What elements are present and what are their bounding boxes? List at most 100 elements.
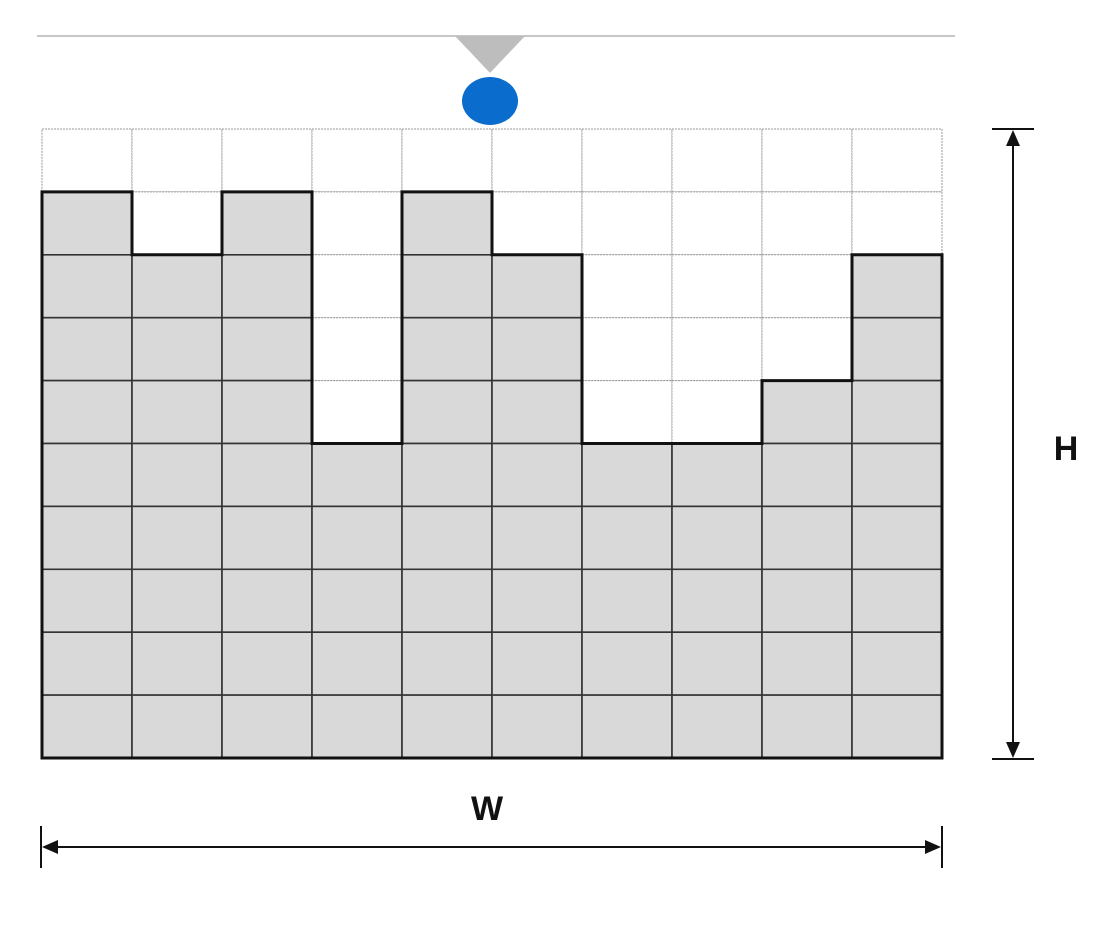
filled-cell	[311, 505, 403, 571]
filled-cell	[491, 631, 583, 696]
empty-cell	[131, 191, 223, 256]
height-arrowhead-down	[1006, 742, 1020, 758]
filled-cell	[131, 568, 223, 633]
empty-cell	[41, 128, 133, 193]
nozzle-triangle	[455, 36, 525, 73]
skyline-outline-path	[40, 190, 944, 760]
filled-region-outline	[40, 190, 944, 760]
filled-cell	[671, 568, 763, 633]
filled-cell	[581, 694, 673, 759]
empty-cell	[311, 191, 403, 256]
filled-cell	[221, 505, 313, 571]
grid-cells	[41, 128, 943, 759]
filled-cell	[41, 505, 133, 571]
empty-cell	[311, 380, 403, 445]
filled-cell	[41, 254, 133, 319]
filled-cell	[221, 631, 313, 696]
filled-cell	[491, 694, 583, 759]
filled-cell	[581, 505, 673, 571]
filled-cell	[491, 442, 583, 508]
filled-cell	[491, 505, 583, 571]
filled-cell	[41, 379, 133, 445]
filled-cell	[761, 694, 853, 759]
filled-cell	[41, 316, 133, 382]
filled-cell	[41, 631, 133, 696]
filled-cell	[131, 442, 223, 508]
height-dimension: H	[992, 128, 1079, 760]
filled-cell	[41, 568, 133, 633]
empty-cell	[581, 317, 673, 382]
empty-cell	[581, 380, 673, 445]
empty-cell	[761, 128, 853, 193]
height-label: H	[1054, 430, 1079, 468]
filled-cell	[131, 254, 223, 319]
empty-cell	[671, 380, 763, 445]
filled-cell	[761, 442, 853, 508]
filled-cell	[221, 568, 313, 633]
filled-cell	[851, 442, 943, 508]
empty-cell	[761, 254, 853, 319]
empty-cell	[581, 191, 673, 256]
empty-cell	[671, 191, 763, 256]
width-arrowhead-left	[42, 840, 58, 854]
filled-cell	[401, 694, 493, 759]
filled-cell	[491, 254, 583, 319]
filled-cell	[311, 442, 403, 508]
empty-cell	[761, 191, 853, 256]
filled-cell	[311, 568, 403, 633]
filled-cell	[851, 505, 943, 571]
empty-cell	[311, 254, 403, 319]
width-label: W	[471, 790, 504, 828]
filled-cell	[761, 505, 853, 571]
filled-cell	[131, 505, 223, 571]
filled-cell	[671, 694, 763, 759]
filled-cell	[671, 442, 763, 508]
width-arrowhead-right	[925, 840, 941, 854]
filled-cell	[41, 694, 133, 759]
filled-cell	[491, 568, 583, 633]
filled-cell	[851, 631, 943, 696]
filled-cell	[401, 316, 493, 382]
empty-cell	[311, 128, 403, 193]
empty-cell	[311, 317, 403, 382]
filled-cell	[491, 316, 583, 382]
width-dimension: W	[40, 790, 943, 868]
empty-cell	[491, 191, 583, 256]
empty-cell	[581, 128, 673, 193]
empty-cell	[851, 128, 943, 193]
filled-cell	[221, 442, 313, 508]
empty-cell	[671, 254, 763, 319]
filled-cell	[401, 631, 493, 696]
filled-cell	[131, 694, 223, 759]
filled-cell	[761, 568, 853, 633]
filled-cell	[131, 379, 223, 445]
empty-cell	[761, 317, 853, 382]
filled-cell	[401, 442, 493, 508]
filled-cell	[851, 568, 943, 633]
empty-cell	[671, 317, 763, 382]
filled-cell	[671, 505, 763, 571]
empty-cell	[671, 128, 763, 193]
filled-cell	[401, 568, 493, 633]
empty-cell	[491, 128, 583, 193]
filled-cell	[671, 631, 763, 696]
filled-cell	[131, 631, 223, 696]
empty-cell	[851, 191, 943, 256]
filled-cell	[311, 631, 403, 696]
filled-cell	[401, 254, 493, 319]
filled-cell	[401, 505, 493, 571]
filled-cell	[851, 254, 943, 319]
empty-cell	[401, 128, 493, 193]
filled-cell	[851, 694, 943, 759]
filled-cell	[41, 442, 133, 508]
height-arrowhead-up	[1006, 130, 1020, 146]
filled-cell	[851, 379, 943, 445]
filled-cell	[581, 568, 673, 633]
empty-cell	[221, 128, 313, 193]
filled-cell	[581, 442, 673, 508]
filled-cell	[491, 379, 583, 445]
filled-cell	[221, 191, 313, 256]
filled-cell	[851, 316, 943, 382]
empty-cell	[581, 254, 673, 319]
